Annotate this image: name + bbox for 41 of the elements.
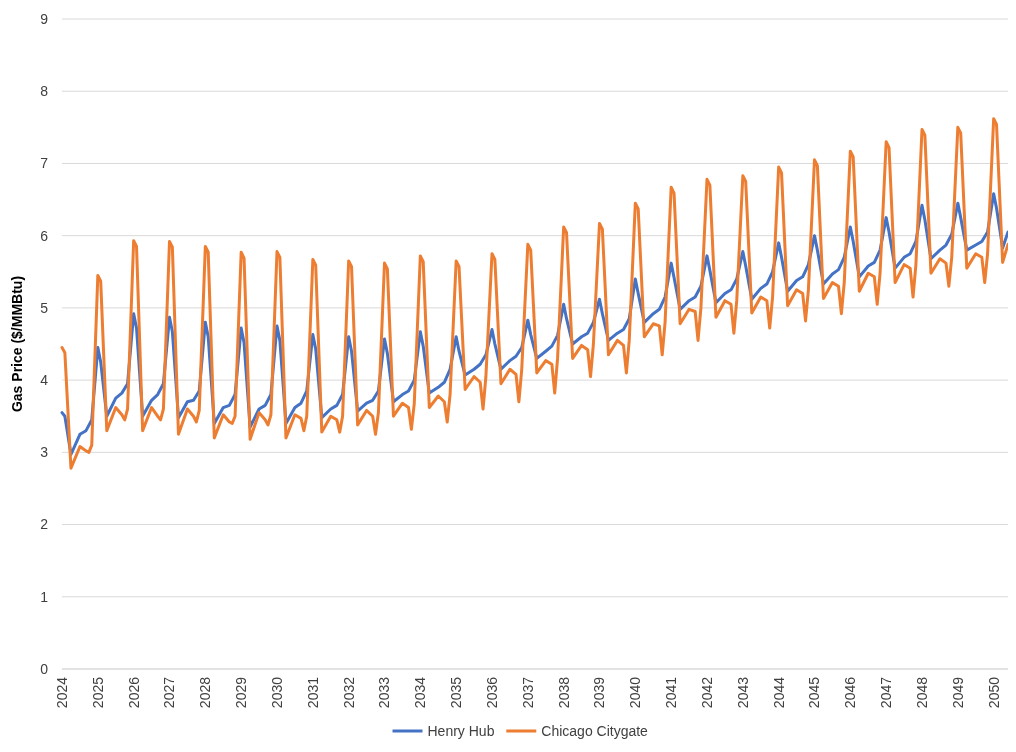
y-tick-label: 5 [40, 299, 49, 316]
y-tick-label: 6 [40, 227, 49, 244]
y-tick-label: 7 [40, 155, 49, 172]
x-tick-label: 2034 [412, 676, 429, 709]
x-tick-label: 2040 [627, 676, 644, 709]
x-tick-label: 2048 [913, 676, 930, 709]
x-tick-label: 2047 [878, 676, 895, 709]
x-tick-label: 2050 [985, 676, 1002, 709]
legend-label: Henry Hub [427, 723, 495, 739]
x-tick-label: 2038 [555, 676, 572, 709]
x-tick-label: 2037 [519, 676, 536, 709]
x-tick-label: 2041 [663, 676, 680, 709]
x-tick-label: 2024 [53, 676, 70, 709]
x-tick-label: 2026 [125, 676, 142, 709]
x-tick-label: 2044 [770, 676, 787, 709]
y-tick-label: 9 [40, 10, 49, 27]
x-tick-label: 2046 [842, 676, 859, 709]
y-tick-label: 2 [40, 516, 49, 533]
x-tick-label: 2042 [698, 676, 715, 709]
x-tick-label: 2027 [161, 676, 178, 709]
y-tick-label: 1 [40, 588, 49, 605]
x-tick-label: 2031 [304, 676, 321, 709]
x-tick-label: 2029 [233, 676, 250, 709]
x-tick-label: 2039 [591, 676, 608, 709]
line-series [60, 117, 1008, 470]
x-tick-label: 2036 [483, 676, 500, 709]
x-tick-label: 2030 [268, 676, 285, 709]
x-tick-label: 2043 [734, 676, 751, 709]
x-tick-label: 2028 [197, 676, 214, 709]
x-tick-label: 2045 [806, 676, 823, 709]
x-tick-label: 2025 [89, 676, 106, 709]
y-tick-label: 8 [40, 83, 49, 100]
x-tick-label: 2032 [340, 676, 357, 709]
x-tick-label: 2035 [448, 676, 465, 709]
y-axis-title: Gas Price ($/MMBtu) [9, 275, 25, 413]
x-tick-label: 2033 [376, 676, 393, 709]
y-tick-label: 0 [40, 660, 49, 677]
x-tick-label: 2049 [949, 676, 966, 709]
y-tick-label: 3 [40, 444, 49, 461]
legend-label: Chicago Citygate [541, 723, 649, 739]
y-tick-label: 4 [40, 372, 49, 389]
